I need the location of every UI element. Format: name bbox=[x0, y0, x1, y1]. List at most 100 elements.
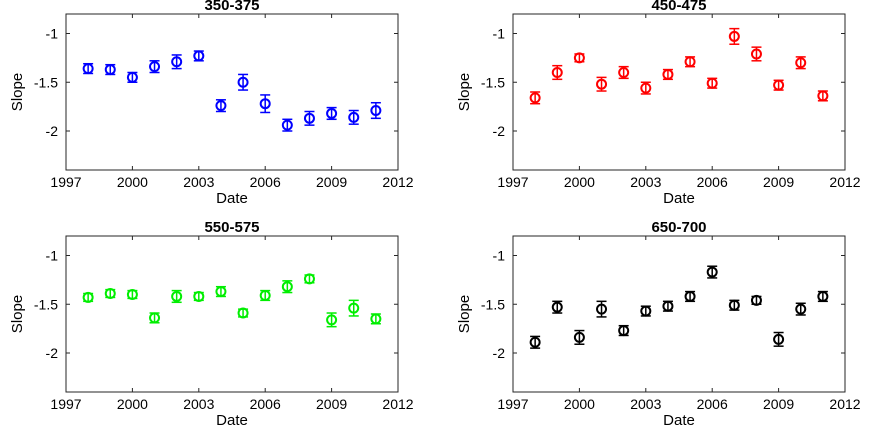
x-tick-label: 2012 bbox=[829, 396, 860, 412]
x-tick-label: 2012 bbox=[382, 174, 413, 190]
data-point bbox=[303, 112, 315, 124]
data-point bbox=[237, 76, 249, 88]
data-point bbox=[618, 67, 630, 78]
axes-frame bbox=[512, 235, 846, 393]
y-tick-label: -2 bbox=[46, 345, 59, 361]
y-tick-label: -1 bbox=[46, 248, 59, 264]
y-tick-label: -1 bbox=[493, 248, 506, 264]
data-point bbox=[82, 63, 94, 75]
data-point bbox=[640, 82, 652, 94]
subplot-title: 350-375 bbox=[204, 0, 259, 14]
data-point bbox=[171, 290, 183, 302]
data-point bbox=[750, 48, 762, 60]
data-point bbox=[551, 67, 563, 78]
data-point bbox=[817, 90, 829, 102]
y-tick-label: -1.5 bbox=[34, 74, 58, 90]
data-point bbox=[259, 98, 271, 110]
x-tick-label: 2003 bbox=[183, 174, 214, 190]
x-tick-label: 1997 bbox=[497, 396, 528, 412]
data-point bbox=[795, 57, 807, 69]
x-tick-label: 2000 bbox=[117, 396, 148, 412]
axes-frame bbox=[512, 13, 846, 171]
axes-frame bbox=[65, 235, 399, 393]
data-point bbox=[281, 119, 293, 131]
x-tick-label: 2009 bbox=[316, 396, 347, 412]
y-tick-label: -2 bbox=[493, 345, 506, 361]
y-tick-label: -2 bbox=[46, 123, 59, 139]
x-tick-label: 1997 bbox=[497, 174, 528, 190]
data-point bbox=[348, 302, 360, 314]
x-axis-label: Date bbox=[663, 190, 695, 207]
x-tick-label: 2009 bbox=[316, 174, 347, 190]
data-point bbox=[551, 301, 563, 313]
data-point bbox=[149, 61, 161, 73]
data-point bbox=[193, 290, 205, 302]
subplot-title: 450-475 bbox=[651, 0, 706, 14]
data-point bbox=[237, 307, 249, 319]
subplot-2: 450-475 1997 2000 2003 2006 2009 2012 -1 -1.5 -2 D… bbox=[456, 0, 861, 207]
x-tick-label: 2000 bbox=[117, 174, 148, 190]
x-tick-label: 2000 bbox=[564, 396, 595, 412]
x-tick-label: 2003 bbox=[183, 396, 214, 412]
x-axis-label: Date bbox=[216, 190, 248, 207]
data-point bbox=[795, 303, 807, 315]
data-point bbox=[149, 312, 161, 324]
data-point bbox=[596, 78, 608, 90]
x-tick-label: 2012 bbox=[829, 174, 860, 190]
y-tick-label: -1.5 bbox=[481, 74, 505, 90]
x-tick-label: 1997 bbox=[50, 396, 81, 412]
data-point bbox=[640, 305, 652, 317]
data-point bbox=[82, 291, 94, 303]
data-point bbox=[662, 300, 674, 312]
x-axis-label: Date bbox=[216, 412, 248, 429]
data-point bbox=[326, 314, 338, 326]
y-tick-label: -1 bbox=[493, 26, 506, 42]
data-point bbox=[303, 273, 315, 285]
data-point bbox=[370, 313, 382, 325]
y-axis-label: Slope bbox=[9, 73, 26, 111]
subplot-1: 350-375 1997 2000 2003 2006 2009 2012 -1 -1.5 -2 D… bbox=[9, 0, 414, 207]
data-point bbox=[773, 79, 785, 91]
y-axis-label: Slope bbox=[456, 295, 473, 333]
data-point bbox=[259, 289, 271, 301]
x-tick-label: 2006 bbox=[250, 174, 281, 190]
x-tick-label: 2000 bbox=[564, 174, 595, 190]
data-point bbox=[662, 68, 674, 80]
x-tick-label: 2009 bbox=[763, 396, 794, 412]
y-axis-label: Slope bbox=[456, 73, 473, 111]
data-point bbox=[706, 266, 718, 278]
x-tick-label: 2006 bbox=[250, 396, 281, 412]
x-tick-label: 2003 bbox=[630, 396, 661, 412]
data-point bbox=[171, 56, 183, 68]
data-point bbox=[126, 71, 138, 83]
data-point bbox=[104, 64, 116, 76]
x-tick-label: 2012 bbox=[382, 396, 413, 412]
subplot-4: 650-700 1997 2000 2003 2006 2009 2012 -1 -1.5 -2 D… bbox=[456, 219, 861, 429]
subplot-3: 550-575 1997 2000 2003 2006 2009 2012 -1 -1.5 -2 D… bbox=[9, 219, 414, 429]
x-tick-label: 2006 bbox=[697, 174, 728, 190]
axes-frame bbox=[65, 13, 399, 171]
y-tick-label: -1.5 bbox=[34, 296, 58, 312]
data-point bbox=[348, 111, 360, 123]
data-point bbox=[215, 286, 227, 298]
data-point bbox=[326, 107, 338, 119]
data-point bbox=[684, 290, 696, 302]
x-tick-label: 1997 bbox=[50, 174, 81, 190]
data-point bbox=[281, 281, 293, 293]
data-point bbox=[573, 52, 585, 64]
y-tick-label: -1.5 bbox=[481, 296, 505, 312]
data-point bbox=[728, 299, 740, 311]
data-point bbox=[684, 56, 696, 68]
subplot-title: 550-575 bbox=[204, 219, 259, 236]
data-point bbox=[370, 105, 382, 117]
data-point bbox=[596, 303, 608, 315]
data-point bbox=[817, 290, 829, 302]
data-point bbox=[573, 331, 585, 343]
data-point bbox=[193, 50, 205, 62]
data-point bbox=[773, 333, 785, 345]
data-point bbox=[104, 288, 116, 300]
data-point bbox=[728, 30, 740, 42]
y-tick-label: -2 bbox=[493, 123, 506, 139]
data-point bbox=[706, 77, 718, 89]
